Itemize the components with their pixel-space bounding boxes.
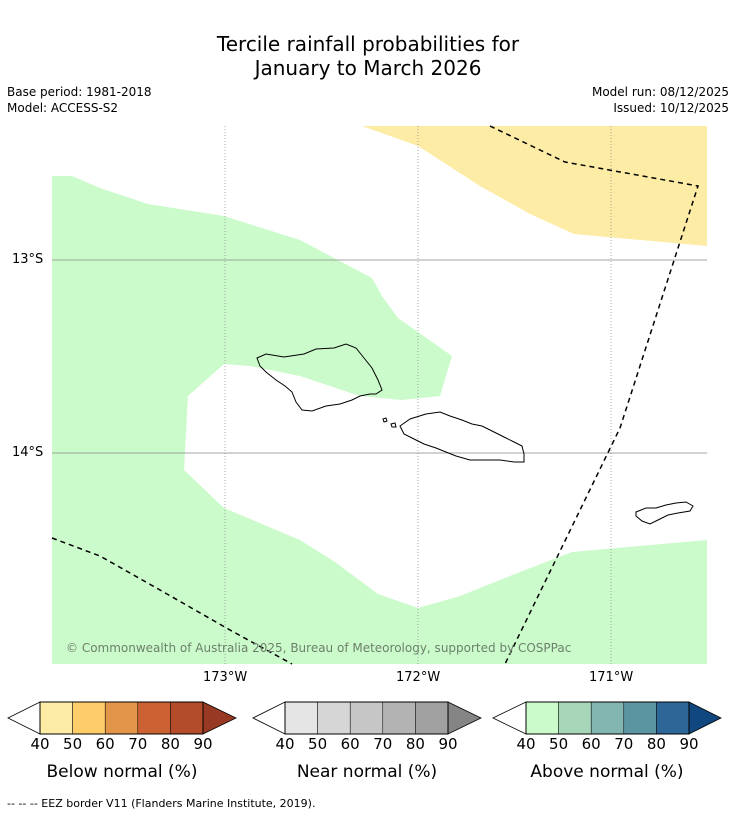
eez-note: -- -- -- EEZ border V11 (Flanders Marine…: [7, 797, 316, 810]
savaii-island: [256, 343, 383, 412]
above-normal-region: [52, 176, 707, 664]
above-normal-label: Above normal (%): [530, 762, 684, 782]
colorbar-segment: [656, 701, 690, 735]
colorbar-tick-label: 90: [438, 735, 458, 753]
colorbar-tick-label: 70: [373, 735, 393, 753]
colorbar-segment: [39, 701, 73, 735]
lon-label-172w: 172°W: [396, 670, 441, 685]
colorbar-tick-label: 80: [160, 735, 180, 753]
colorbar-segment: [104, 701, 139, 735]
eez-border-southwest: [51, 537, 293, 665]
upolu-island: [399, 411, 525, 463]
lon-label-173w: 173°W: [203, 670, 248, 685]
lat-label-13s: 13°S: [12, 252, 44, 267]
eez-border-north: [489, 125, 699, 665]
model-name: Model: ACCESS-S2: [7, 101, 119, 115]
apolima-islet: [390, 422, 397, 428]
colorbar-tick-label: 40: [30, 735, 50, 753]
colorbar-outline: [284, 701, 449, 735]
colorbar-segment: [415, 701, 449, 735]
colorbar-segment: [590, 701, 625, 735]
map-title-line1: Tercile rainfall probabilities for: [216, 32, 520, 56]
colorbar-segment: [558, 701, 592, 735]
colorbar-tick-label: 60: [581, 735, 601, 753]
below-normal-region: [362, 126, 707, 246]
colorbar-tick-label: 70: [128, 735, 148, 753]
colorbar-segment: [137, 701, 171, 735]
below-normal-label: Below normal (%): [46, 762, 198, 782]
colorbar-segment: [72, 701, 106, 735]
colorbar-segment: [623, 701, 657, 735]
colorbar-outline: [525, 701, 690, 735]
colorbar-over-triangle: [688, 701, 722, 735]
colorbar-tick-label: 80: [646, 735, 666, 753]
map-title-line2: January to March 2026: [254, 56, 482, 80]
colorbar-segment: [170, 701, 204, 735]
colorbar-under-triangle: [252, 701, 286, 735]
coastlines: [256, 343, 694, 525]
colorbar-outline: [39, 701, 204, 735]
colorbar-over-triangle: [447, 701, 482, 735]
legend-colorbars: [7, 701, 722, 735]
colorbar-segment: [284, 701, 318, 735]
colorbar-over-triangle: [202, 701, 237, 735]
base-period: Base period: 1981-2018: [7, 85, 152, 99]
colorbar-tick-label: 90: [193, 735, 213, 753]
colorbar-under-triangle: [492, 701, 527, 735]
colorbar-tick-label: 50: [549, 735, 569, 753]
tutuila-island: [635, 501, 694, 525]
graticule: [52, 126, 707, 664]
colorbar-segment: [317, 701, 351, 735]
model-run: Model run: 08/12/2025: [591, 85, 729, 99]
colorbar-segment: [349, 701, 384, 735]
colorbar-under-triangle: [7, 701, 41, 735]
colorbar-tick-label: 40: [516, 735, 536, 753]
eez-borders: [51, 125, 699, 665]
colorbar-tick-label: 50: [63, 735, 83, 753]
near-normal-label: Near normal (%): [296, 762, 438, 782]
lon-label-171w: 171°W: [589, 670, 634, 685]
colorbar-tick-label: 60: [340, 735, 360, 753]
colorbar-segment: [382, 701, 416, 735]
colorbar-tick-label: 80: [405, 735, 425, 753]
colorbar-tick-label: 70: [614, 735, 634, 753]
manono-islet: [382, 417, 388, 423]
colorbar-tick-label: 60: [95, 735, 115, 753]
copyright-watermark: © Commonwealth of Australia 2025, Bureau…: [66, 641, 572, 655]
colorbar-tick-label: 40: [275, 735, 295, 753]
colorbar-tick-label: 90: [679, 735, 699, 753]
colorbar-segment: [525, 701, 559, 735]
lat-label-14s: 14°S: [12, 445, 44, 460]
issued-date: Issued: 10/12/2025: [613, 101, 729, 115]
colorbar-tick-label: 50: [308, 735, 328, 753]
